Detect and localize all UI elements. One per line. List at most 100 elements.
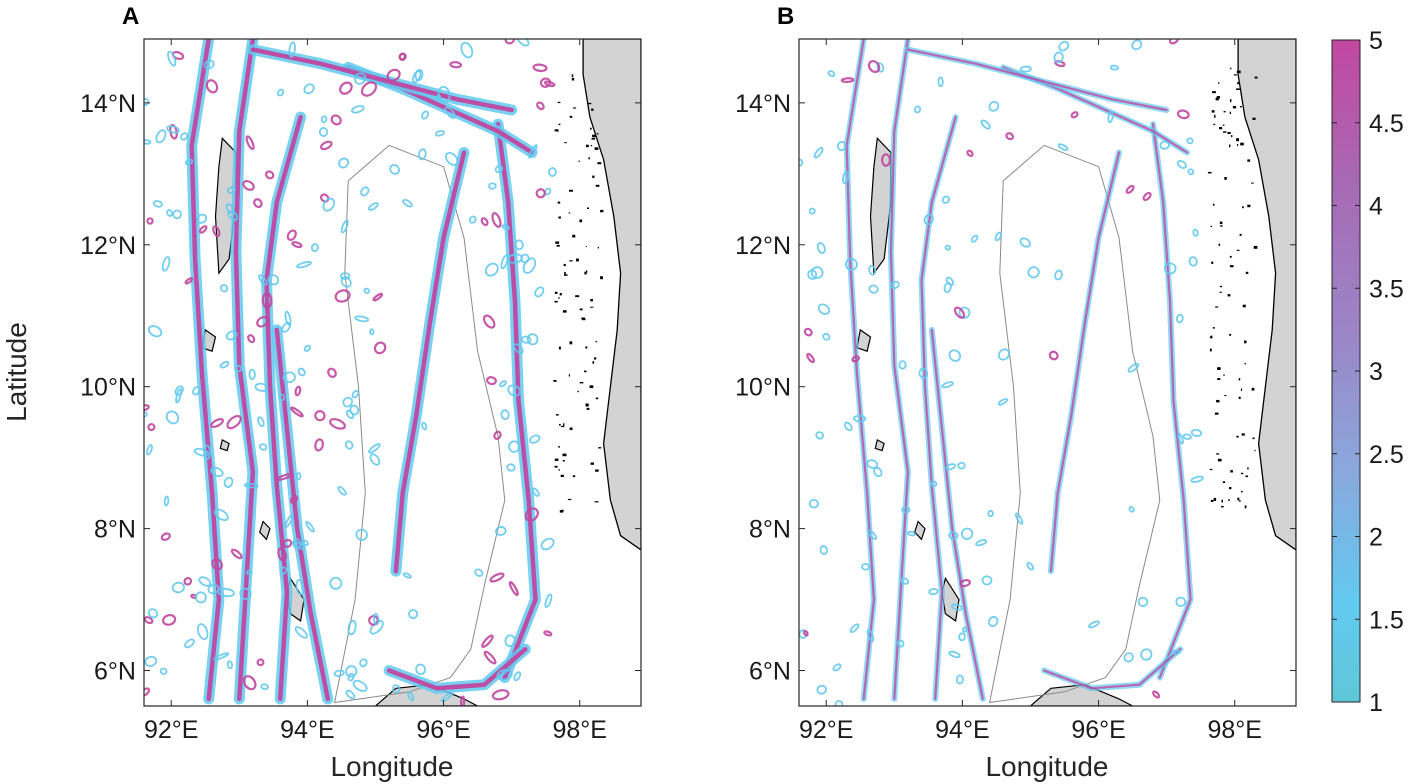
seamount-ring [1019, 65, 1032, 73]
seamount-ring [543, 80, 556, 88]
coastal-islet [1241, 472, 1244, 475]
gradient-band-high [1043, 648, 1182, 690]
coastal-islet [1239, 500, 1241, 502]
seamount-ring [506, 463, 516, 472]
seamount-ring [276, 88, 285, 97]
seamount-ring [340, 272, 351, 280]
seamount-ring [1188, 256, 1198, 267]
coastal-islet [576, 258, 579, 262]
seamount-ring [1123, 652, 1134, 663]
coastal-islet [600, 276, 603, 280]
seamount-ring [294, 385, 302, 397]
map-panel-a: 92°E 94°E 96°E 98°E 6°N 8°N 10°N 12°N 14°N [80, 38, 642, 744]
coastal-islet [1239, 233, 1242, 236]
coastal-islet [1238, 378, 1241, 381]
seamount-ring [508, 581, 519, 597]
coastal-islet [1222, 481, 1226, 483]
seamount-ring [981, 575, 993, 586]
coastal-islet [1218, 82, 1220, 84]
seamount-ring [962, 626, 968, 633]
coastal-islet [1236, 70, 1241, 74]
seamount-ring [1192, 228, 1199, 237]
seamount-ring [445, 151, 459, 166]
lon-tick-label: 98°E [552, 716, 606, 744]
seamount-ring [535, 188, 546, 199]
seamount-ring [1128, 506, 1135, 513]
colorbar-tick-label: 4.5 [1369, 110, 1404, 138]
coastal-islet [1209, 468, 1213, 471]
seamount-ring [144, 411, 148, 418]
seamount-ring [242, 675, 257, 691]
seamount-ring [890, 280, 900, 290]
coastal-islet [1219, 127, 1223, 130]
seamount-ring [843, 421, 853, 432]
coastal-islet [1251, 182, 1254, 184]
coastal-islet [598, 447, 602, 449]
coastal-islet [562, 310, 567, 313]
coastal-islet [595, 184, 600, 187]
seamount-ring [493, 430, 502, 440]
seamount-ring [944, 244, 952, 251]
seamount-ring [803, 327, 813, 337]
coastal-islet [1212, 91, 1216, 94]
seamount-ring [898, 360, 907, 370]
coastal-islet [584, 271, 587, 275]
gradient-band-high [393, 150, 467, 574]
seamount-ring [547, 167, 557, 177]
coastal-islet [1213, 497, 1217, 501]
coastal-islet [586, 407, 590, 410]
seamount-ring [159, 667, 168, 675]
seamount-ring [504, 634, 516, 648]
seamount-ring [501, 224, 510, 230]
seamount-ring [210, 466, 224, 478]
seamount-ring [184, 638, 195, 649]
seamount-ring [460, 41, 474, 59]
coastal-islet [1229, 144, 1231, 148]
seamount-ring [288, 41, 296, 58]
seamount-ring [372, 612, 380, 626]
coastal-islet [595, 341, 598, 343]
seamount-ring [421, 110, 430, 120]
seamount-ring [254, 382, 269, 392]
coastal-islet [556, 414, 559, 416]
seamount-ring [1190, 475, 1204, 483]
coastal-islet [1212, 327, 1215, 329]
seamount-ring [970, 234, 979, 243]
lat-tick-label: 6°N [749, 658, 791, 686]
coastal-islet [1229, 265, 1234, 268]
seamount-ring [392, 684, 401, 694]
coastal-islet [1244, 505, 1247, 509]
seamount-ring [414, 68, 424, 82]
seamount-ring [247, 334, 256, 344]
seamount-ring [1152, 690, 1161, 699]
island [874, 439, 885, 452]
seamount-ring [499, 380, 507, 388]
seamount-ring [373, 341, 387, 355]
gradient-band-high [386, 646, 528, 691]
seamount-ring [906, 530, 916, 537]
seamount-ring [334, 289, 351, 303]
coastal-islet [1242, 304, 1246, 308]
coastal-islet [558, 468, 560, 471]
coastal-islet [1218, 243, 1221, 246]
seamount-ring [494, 165, 504, 174]
seamount-ring [528, 144, 538, 159]
coastal-islet [1247, 467, 1249, 470]
seamount-ring [327, 367, 337, 378]
seamount-ring [513, 671, 522, 682]
seamount-ring [1190, 428, 1203, 437]
coastal-islet [585, 403, 589, 407]
coastal-islet [556, 244, 560, 247]
coastal-islet [1227, 294, 1231, 297]
coastal-islet [558, 346, 561, 350]
seamount-ring [1019, 237, 1031, 248]
coastal-islet [1207, 171, 1212, 174]
coastal-islet [1222, 124, 1225, 126]
coastal-islet [592, 134, 596, 138]
seamount-ring [522, 257, 537, 274]
seamount-ring [534, 286, 545, 298]
seamount-ring [342, 396, 353, 408]
seamount-ring [203, 59, 215, 70]
seamount-ring [496, 669, 513, 681]
coastal-islet [559, 510, 564, 513]
